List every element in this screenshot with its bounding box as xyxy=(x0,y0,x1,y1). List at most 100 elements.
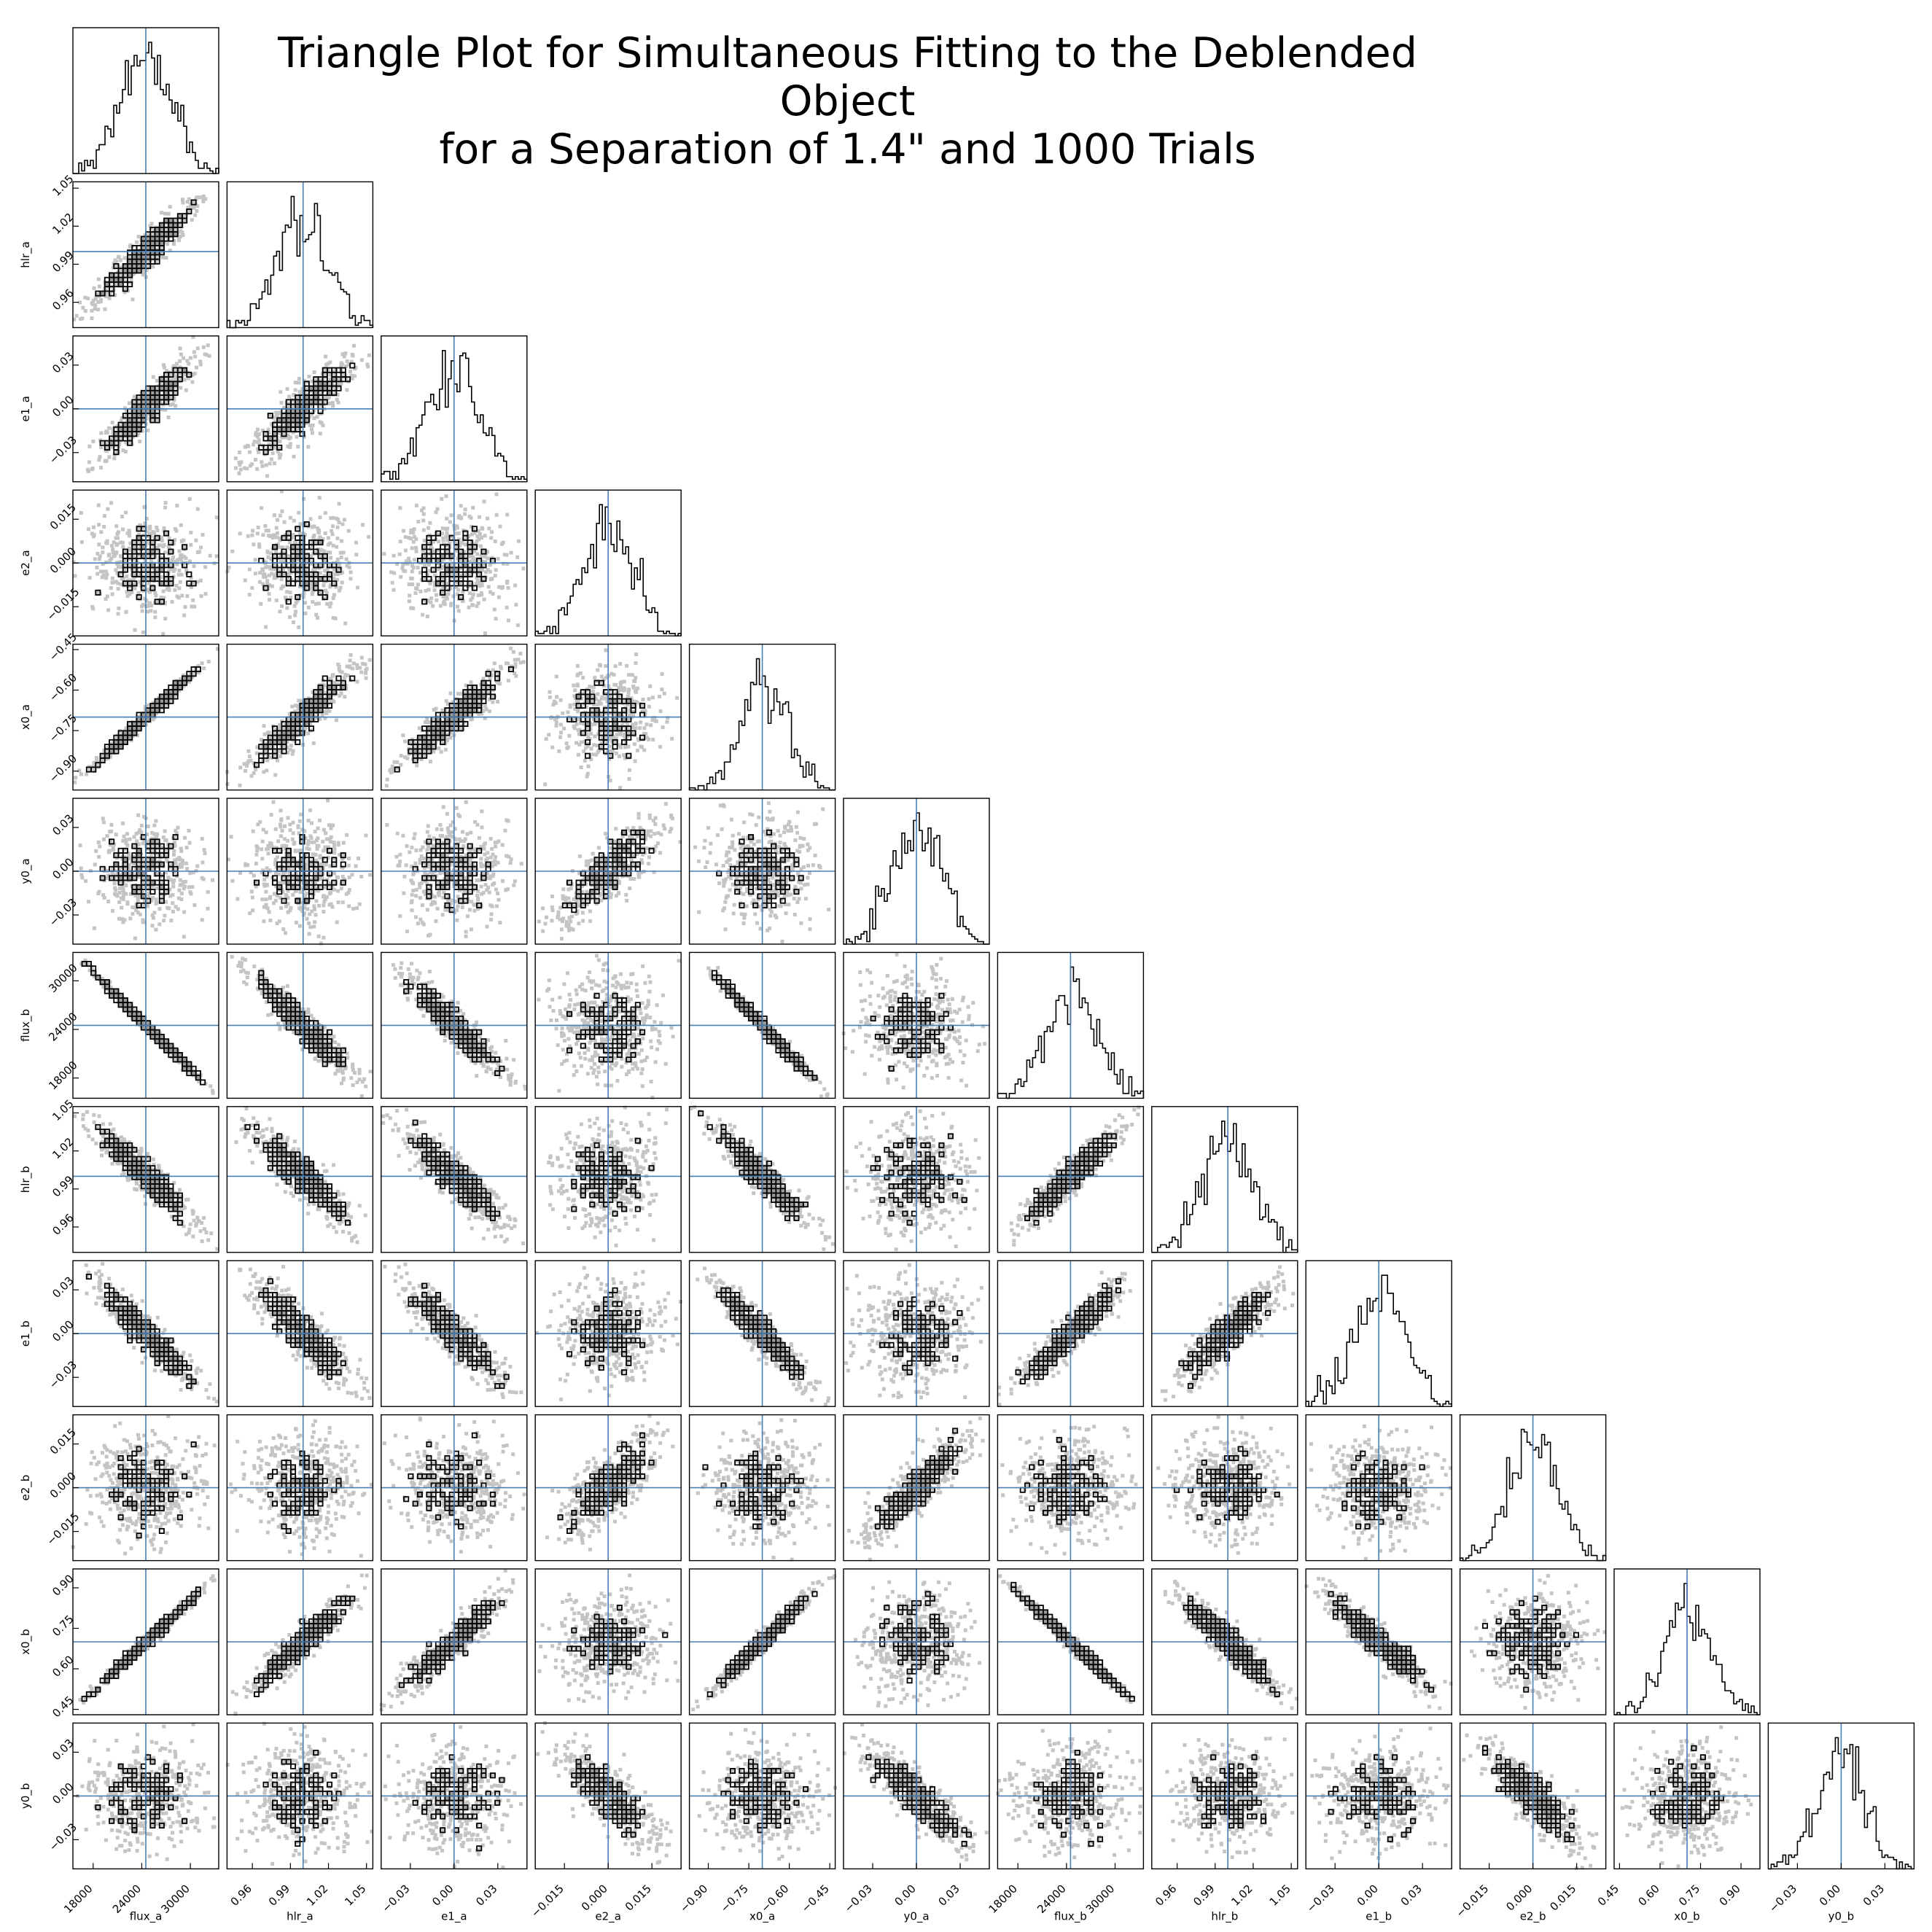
scatter-point xyxy=(96,308,101,312)
scatter-point xyxy=(327,388,331,392)
contour-cell xyxy=(322,385,328,392)
scatter-point xyxy=(351,343,356,348)
contour-cell xyxy=(136,534,142,541)
scatter-point xyxy=(255,467,260,471)
contour-cell xyxy=(145,707,152,714)
scatter-point xyxy=(347,362,351,367)
scatter-point xyxy=(306,605,311,609)
scatter-point xyxy=(145,604,149,609)
contour-cell xyxy=(149,707,156,714)
scatter-point xyxy=(290,704,295,709)
scatter-point xyxy=(73,780,77,784)
scatter-point xyxy=(198,195,202,200)
scatter-point xyxy=(470,532,474,537)
scatter-point xyxy=(106,440,110,445)
scatter-point xyxy=(480,526,485,531)
scatter-point xyxy=(252,771,256,775)
contour-cell xyxy=(299,421,305,428)
scatter-point xyxy=(410,546,414,550)
scatter-point xyxy=(128,243,133,247)
scatter-point xyxy=(407,583,411,587)
scatter-point xyxy=(507,618,511,623)
scatter-point xyxy=(256,440,260,445)
scatter-point xyxy=(81,305,85,310)
scatter-point xyxy=(336,378,340,382)
contour-cell xyxy=(168,381,174,387)
scatter-point xyxy=(151,375,155,379)
scatter-point xyxy=(344,365,348,369)
scatter-point xyxy=(318,571,322,575)
scatter-point xyxy=(494,568,498,572)
scatter-point xyxy=(203,565,208,569)
scatter-point xyxy=(435,593,439,597)
scatter-point xyxy=(490,577,494,581)
contour-cell xyxy=(163,693,170,700)
contour-cell xyxy=(331,684,338,690)
scatter-point xyxy=(260,567,265,572)
scatter-point xyxy=(467,591,472,596)
scatter-point xyxy=(131,577,136,582)
contour-cell xyxy=(109,744,115,750)
scatter-point xyxy=(97,284,101,289)
scatter-point xyxy=(330,401,335,405)
scatter-point xyxy=(178,580,182,584)
scatter-point xyxy=(481,677,486,681)
scatter-point xyxy=(297,389,302,394)
scatter-point xyxy=(278,390,283,394)
scatter-point xyxy=(238,463,242,467)
scatter-point xyxy=(179,386,183,390)
scatter-point xyxy=(163,400,168,404)
scatter-point xyxy=(176,572,181,577)
scatter-point xyxy=(126,254,131,259)
scatter-point xyxy=(359,655,364,660)
scatter-point xyxy=(174,404,178,408)
contour-cell xyxy=(299,548,305,555)
contour-cell xyxy=(303,720,310,727)
scatter-point xyxy=(165,369,169,373)
scatter-point xyxy=(416,519,421,523)
scatter-point xyxy=(138,540,142,545)
scatter-point xyxy=(292,405,296,410)
scatter-point xyxy=(94,295,98,299)
scatter-point xyxy=(274,526,278,530)
scatter-point xyxy=(154,593,158,598)
contour-cell xyxy=(308,707,315,714)
scatter-point xyxy=(111,550,115,555)
scatter-point xyxy=(176,376,181,381)
contour-cell xyxy=(317,702,324,709)
scatter-point xyxy=(141,569,145,573)
scatter-point xyxy=(337,664,341,669)
scatter-point xyxy=(399,574,403,579)
scatter-point xyxy=(267,731,271,735)
scatter-point xyxy=(238,451,242,455)
scatter-point xyxy=(403,535,408,540)
contour-cell xyxy=(131,258,138,265)
contour-cell xyxy=(176,679,183,686)
scatter-point xyxy=(104,576,108,580)
scatter-point xyxy=(131,297,135,302)
scatter-point xyxy=(456,531,461,535)
contour-cell xyxy=(303,716,310,722)
scatter-point xyxy=(254,458,258,462)
contour-cell xyxy=(149,399,156,405)
scatter-point xyxy=(181,233,185,238)
scatter-point xyxy=(260,460,264,464)
scatter-point xyxy=(107,296,112,300)
scatter-point xyxy=(431,604,435,608)
contour-cell xyxy=(136,421,142,428)
contour-cell xyxy=(299,399,305,405)
contour-cell xyxy=(308,698,315,704)
scatter-point xyxy=(109,586,113,591)
scatter-point xyxy=(143,233,147,238)
contour-cell xyxy=(168,385,174,392)
scatter-point xyxy=(175,385,179,389)
contour-cell xyxy=(285,417,292,424)
scatter-point xyxy=(128,541,133,545)
scatter-point xyxy=(182,544,187,548)
contour-cell xyxy=(145,408,152,414)
scatter-point xyxy=(333,392,338,397)
scatter-point xyxy=(97,542,101,547)
scatter-point xyxy=(356,585,360,590)
scatter-point xyxy=(140,526,144,530)
scatter-point xyxy=(251,529,255,533)
